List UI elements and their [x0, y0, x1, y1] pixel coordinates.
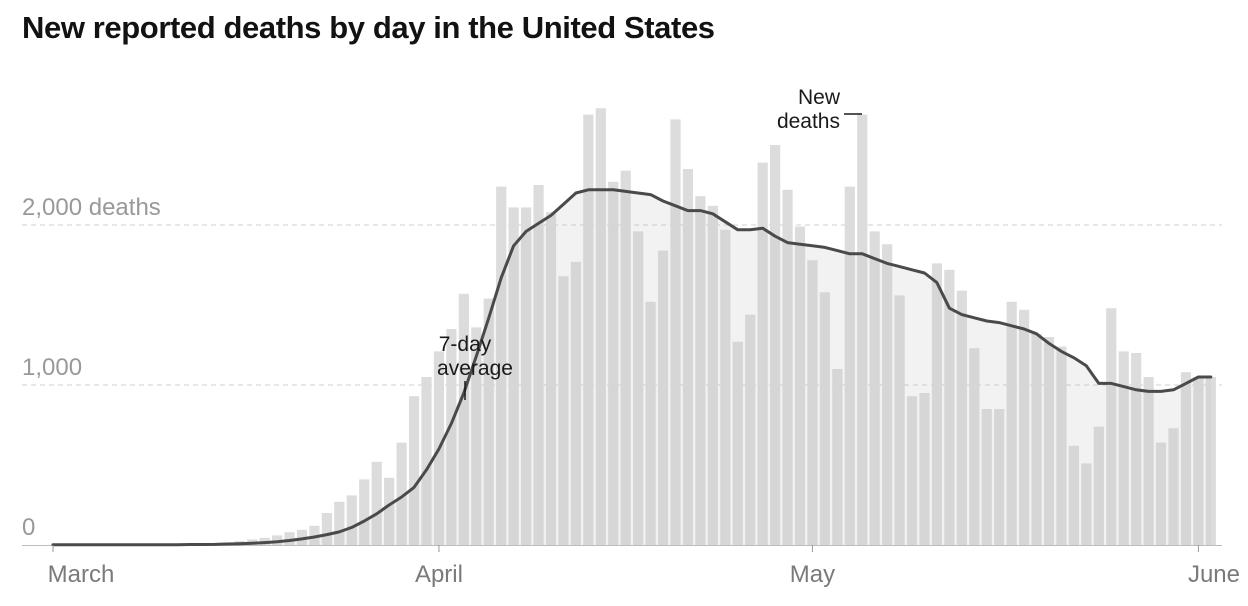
bar — [869, 231, 880, 545]
x-tick-label: March — [48, 561, 115, 588]
bar — [720, 229, 731, 546]
bar — [1006, 301, 1017, 545]
bar — [496, 186, 507, 545]
bar — [545, 212, 557, 545]
bar — [595, 108, 606, 545]
bar — [620, 170, 631, 545]
bar — [882, 244, 893, 545]
bar — [931, 263, 943, 545]
bar — [670, 119, 681, 546]
bar — [732, 341, 743, 545]
annotation-new-deaths-line1: New — [798, 86, 841, 109]
line-series-7-day-average — [51, 188, 1213, 547]
bar — [657, 250, 669, 545]
x-tick-label: April — [415, 561, 463, 588]
average-area — [53, 189, 1211, 546]
bar — [1093, 426, 1104, 545]
bar — [1180, 372, 1192, 545]
annotation-new-deaths-line2: deaths — [777, 110, 840, 133]
bar — [981, 409, 992, 545]
bar — [346, 495, 357, 545]
bar — [334, 501, 345, 545]
bar — [682, 169, 694, 545]
bar — [1205, 377, 1216, 545]
bar — [570, 261, 581, 545]
bar — [1193, 377, 1204, 545]
x-tick-label: June — [1188, 561, 1240, 588]
bar — [1155, 442, 1167, 545]
bar — [483, 298, 494, 545]
bar — [794, 226, 806, 545]
bar — [857, 114, 868, 545]
chart-title: New reported deaths by day in the United… — [22, 10, 715, 45]
bar — [745, 314, 756, 545]
bar-series-new-deaths — [47, 108, 1216, 546]
bar — [371, 461, 382, 545]
bar — [1031, 333, 1042, 545]
bar — [969, 348, 980, 545]
bar — [1106, 308, 1117, 545]
bar — [384, 477, 395, 545]
y-tick-label: 1,000 — [22, 354, 82, 381]
bar — [309, 525, 320, 545]
bar — [695, 196, 706, 545]
bar — [1019, 309, 1030, 545]
bar — [533, 185, 544, 545]
bar — [944, 269, 955, 545]
bar — [844, 186, 855, 545]
bar — [1118, 351, 1129, 545]
axis-ticks: 0 1,000 2,000 deaths March April May June — [22, 194, 1240, 588]
bar — [583, 114, 594, 545]
bar — [1081, 463, 1092, 545]
bar — [408, 396, 420, 545]
bar — [521, 207, 532, 545]
bar — [1131, 353, 1142, 545]
bar — [919, 393, 930, 545]
bar — [421, 377, 432, 545]
annotation-7-day-average-line2: average — [437, 357, 513, 380]
bar — [894, 295, 905, 545]
bar — [994, 409, 1005, 545]
bar — [446, 329, 457, 545]
bar — [396, 442, 407, 545]
bar — [782, 189, 793, 546]
bar — [359, 479, 370, 545]
bar — [832, 369, 843, 545]
y-tick-label: 0 — [22, 514, 35, 541]
bar — [1168, 428, 1179, 545]
bar — [645, 301, 656, 545]
bar — [757, 162, 768, 545]
x-tick-label: May — [790, 561, 835, 588]
bar — [770, 145, 781, 545]
bar — [1043, 337, 1055, 545]
bar — [471, 327, 482, 545]
bar — [458, 293, 469, 545]
bar — [633, 231, 644, 545]
bar — [819, 292, 830, 545]
bar — [906, 396, 918, 545]
bar — [707, 205, 718, 546]
bar — [956, 290, 967, 545]
bar — [1143, 377, 1154, 545]
annotation-7-day-average-line1: 7-day — [439, 333, 492, 356]
bar — [321, 513, 332, 545]
bar — [807, 260, 818, 545]
bar — [558, 276, 569, 545]
bar — [608, 181, 619, 546]
bar — [284, 532, 295, 545]
bar — [272, 535, 283, 545]
bar — [1056, 346, 1067, 545]
average-line — [51, 188, 1213, 547]
y-tick-label: 2,000 deaths — [22, 194, 161, 221]
bar — [508, 207, 519, 545]
bar — [1068, 445, 1079, 545]
